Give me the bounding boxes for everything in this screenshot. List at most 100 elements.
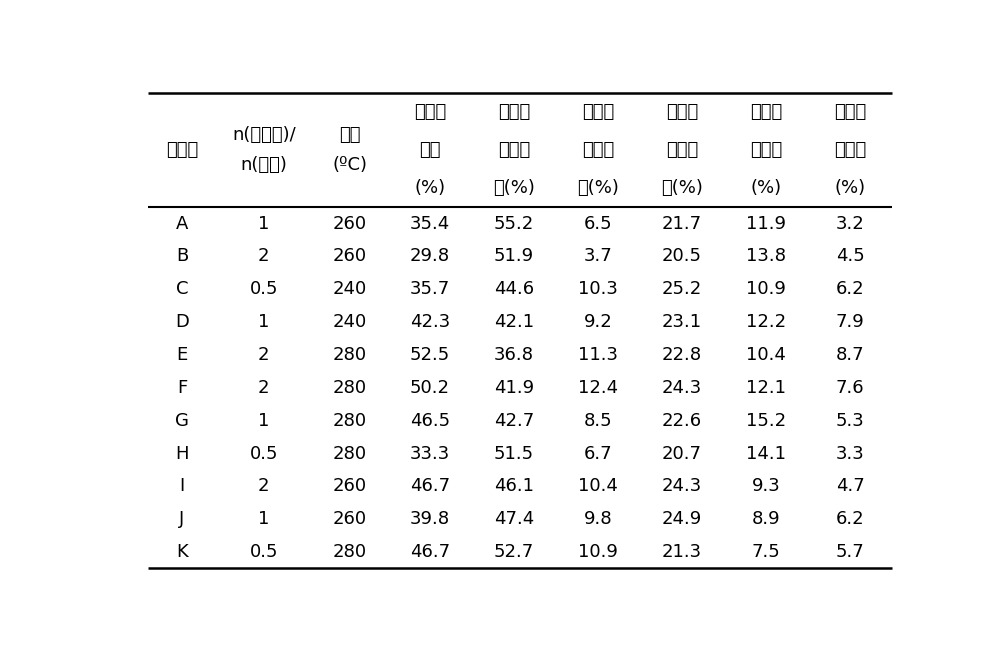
Text: 12.1: 12.1 [746, 379, 786, 396]
Text: 11.9: 11.9 [746, 214, 786, 233]
Text: 2: 2 [258, 346, 270, 364]
Text: 苯选择: 苯选择 [666, 141, 698, 159]
Text: 29.8: 29.8 [410, 248, 450, 265]
Text: 22.6: 22.6 [662, 411, 702, 430]
Text: 10.4: 10.4 [746, 346, 786, 364]
Text: B: B [176, 248, 188, 265]
Text: 280: 280 [333, 379, 367, 396]
Text: 6.7: 6.7 [584, 445, 612, 463]
Text: 42.7: 42.7 [494, 411, 534, 430]
Text: E: E [176, 346, 188, 364]
Text: 25.2: 25.2 [662, 280, 702, 298]
Text: 51.5: 51.5 [494, 445, 534, 463]
Text: 35.7: 35.7 [410, 280, 450, 298]
Text: 三甲苯: 三甲苯 [750, 103, 782, 122]
Text: 11.3: 11.3 [578, 346, 618, 364]
Text: 22.8: 22.8 [662, 346, 702, 364]
Text: 5.3: 5.3 [836, 411, 865, 430]
Text: 苯选择: 苯选择 [582, 141, 614, 159]
Text: 46.5: 46.5 [410, 411, 450, 430]
Text: 四甲苯: 四甲苯 [834, 103, 866, 122]
Text: 选择性: 选择性 [750, 141, 782, 159]
Text: 3.3: 3.3 [836, 445, 865, 463]
Text: 性(%): 性(%) [493, 179, 535, 197]
Text: 24.3: 24.3 [662, 477, 702, 495]
Text: 46.1: 46.1 [494, 477, 534, 495]
Text: 2: 2 [258, 477, 270, 495]
Text: 4.7: 4.7 [836, 477, 865, 495]
Text: 3.7: 3.7 [584, 248, 612, 265]
Text: 8.5: 8.5 [584, 411, 612, 430]
Text: 52.5: 52.5 [410, 346, 450, 364]
Text: 2: 2 [258, 248, 270, 265]
Text: 20.7: 20.7 [662, 445, 702, 463]
Text: 9.3: 9.3 [752, 477, 781, 495]
Text: 6.2: 6.2 [836, 280, 865, 298]
Text: 8.7: 8.7 [836, 346, 865, 364]
Text: 10.9: 10.9 [746, 280, 786, 298]
Text: (ºC): (ºC) [333, 157, 368, 174]
Text: 9.8: 9.8 [584, 510, 612, 528]
Text: n(甲苯): n(甲苯) [240, 157, 287, 174]
Text: 50.2: 50.2 [410, 379, 450, 396]
Text: 280: 280 [333, 445, 367, 463]
Text: 47.4: 47.4 [494, 510, 534, 528]
Text: 14.1: 14.1 [746, 445, 786, 463]
Text: 选择性: 选择性 [834, 141, 866, 159]
Text: 24.3: 24.3 [662, 379, 702, 396]
Text: 42.3: 42.3 [410, 313, 450, 331]
Text: 10.4: 10.4 [578, 477, 618, 495]
Text: C: C [176, 280, 188, 298]
Text: n(溴甲烷)/: n(溴甲烷)/ [232, 125, 296, 144]
Text: 13.8: 13.8 [746, 248, 786, 265]
Text: 间二甲: 间二甲 [582, 103, 614, 122]
Text: 8.9: 8.9 [752, 510, 780, 528]
Text: 5.7: 5.7 [836, 543, 865, 561]
Text: A: A [176, 214, 188, 233]
Text: 7.5: 7.5 [752, 543, 781, 561]
Text: 甲苯转: 甲苯转 [414, 103, 446, 122]
Text: 33.3: 33.3 [410, 445, 450, 463]
Text: 15.2: 15.2 [746, 411, 786, 430]
Text: (%): (%) [414, 179, 445, 197]
Text: 7.9: 7.9 [836, 313, 865, 331]
Text: 260: 260 [333, 214, 367, 233]
Text: 260: 260 [333, 477, 367, 495]
Text: 21.7: 21.7 [662, 214, 702, 233]
Text: 4.5: 4.5 [836, 248, 865, 265]
Text: 41.9: 41.9 [494, 379, 534, 396]
Text: 6.5: 6.5 [584, 214, 612, 233]
Text: 12.4: 12.4 [578, 379, 618, 396]
Text: 1: 1 [258, 313, 270, 331]
Text: 0.5: 0.5 [250, 543, 278, 561]
Text: (%): (%) [751, 179, 782, 197]
Text: 280: 280 [333, 411, 367, 430]
Text: 1: 1 [258, 214, 270, 233]
Text: 280: 280 [333, 543, 367, 561]
Text: 51.9: 51.9 [494, 248, 534, 265]
Text: 7.6: 7.6 [836, 379, 865, 396]
Text: 3.2: 3.2 [836, 214, 865, 233]
Text: 6.2: 6.2 [836, 510, 865, 528]
Text: 55.2: 55.2 [494, 214, 534, 233]
Text: 46.7: 46.7 [410, 477, 450, 495]
Text: 260: 260 [333, 510, 367, 528]
Text: 性(%): 性(%) [577, 179, 619, 197]
Text: 1: 1 [258, 411, 270, 430]
Text: 39.8: 39.8 [410, 510, 450, 528]
Text: 2: 2 [258, 379, 270, 396]
Text: I: I [179, 477, 185, 495]
Text: K: K [176, 543, 188, 561]
Text: 苯选择: 苯选择 [498, 141, 530, 159]
Text: H: H [175, 445, 189, 463]
Text: 9.2: 9.2 [584, 313, 612, 331]
Text: 化率: 化率 [419, 141, 441, 159]
Text: 性(%): 性(%) [661, 179, 703, 197]
Text: 10.9: 10.9 [578, 543, 618, 561]
Text: 12.2: 12.2 [746, 313, 786, 331]
Text: 46.7: 46.7 [410, 543, 450, 561]
Text: 35.4: 35.4 [410, 214, 450, 233]
Text: 24.9: 24.9 [662, 510, 702, 528]
Text: 温度: 温度 [339, 125, 361, 144]
Text: 44.6: 44.6 [494, 280, 534, 298]
